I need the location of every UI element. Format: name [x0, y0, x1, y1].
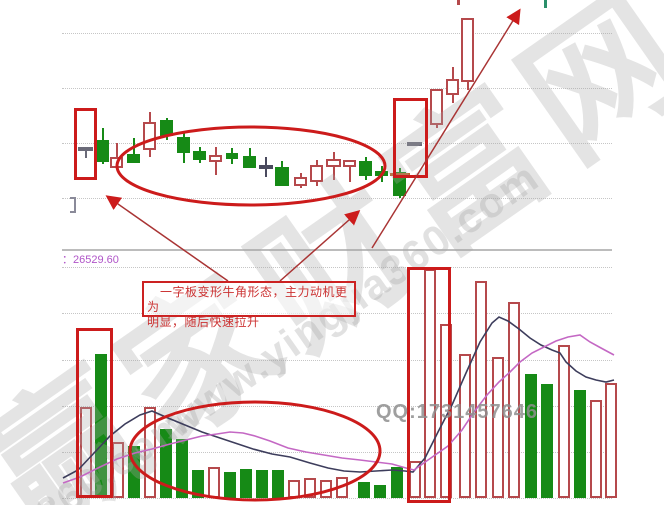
volume-bar	[288, 480, 300, 498]
volume-bar	[525, 374, 537, 498]
gridline	[62, 33, 612, 34]
candle-body	[243, 156, 256, 168]
volume-bar	[541, 384, 553, 498]
stock-chart-image: 赢家财富网 www.yingjia360.com www.yingjia360.…	[0, 0, 664, 505]
candle-body	[461, 18, 474, 82]
gridline	[62, 360, 612, 361]
volume-bar	[558, 345, 570, 498]
candle-body	[275, 167, 289, 186]
candle-body	[310, 165, 323, 182]
annotation-callout-box: 一字板变形牛角形态，主力动机更为 明显，随后快速拉升	[142, 281, 356, 317]
volume-bar	[208, 467, 220, 498]
highlight-rect	[76, 328, 113, 498]
candle-body	[430, 89, 443, 125]
panel-separator-line	[62, 249, 612, 251]
volume-bar	[605, 383, 617, 498]
volume-bar	[128, 446, 140, 498]
candle-body	[193, 151, 206, 160]
volume-bar	[459, 354, 471, 498]
volume-bar	[320, 480, 332, 498]
volume-bar	[176, 439, 188, 498]
highlight-rect	[74, 108, 97, 180]
gridline	[62, 88, 612, 89]
chart-mark	[457, 0, 460, 5]
volume-bar	[336, 477, 348, 498]
gridline	[62, 498, 612, 499]
candle-body	[96, 140, 109, 162]
volume-bar	[160, 429, 172, 498]
candle-body	[226, 153, 238, 159]
gridline	[62, 267, 612, 268]
volume-value-label: ：26529.60	[62, 251, 119, 267]
chart-mark	[544, 0, 547, 8]
highlight-rect	[393, 98, 428, 178]
candle-body	[127, 154, 140, 163]
volume-bar	[272, 470, 284, 498]
candle-body	[143, 122, 156, 150]
gridline	[62, 198, 612, 199]
volume-bar	[112, 442, 124, 498]
candle-body	[326, 159, 341, 167]
volume-bar	[144, 407, 156, 498]
candle-body	[177, 137, 190, 153]
volume-bar	[508, 302, 520, 498]
volume-bar	[304, 478, 316, 498]
candle-body	[343, 160, 356, 167]
volume-bar	[240, 469, 252, 498]
annotation-arrow	[280, 212, 358, 281]
volume-bar	[391, 467, 403, 498]
volume-bar	[256, 470, 268, 498]
volume-bar	[224, 472, 236, 498]
candle-body	[110, 157, 123, 168]
annotation-arrow	[108, 197, 228, 281]
volume-bar	[492, 357, 504, 498]
axis-bracket-mark	[70, 197, 76, 213]
candle-body	[259, 165, 273, 169]
candle-body	[375, 171, 388, 176]
volume-bar	[475, 281, 487, 498]
candle-body	[209, 155, 222, 162]
volume-bar	[192, 470, 204, 498]
candle-body	[160, 120, 173, 136]
annotation-line-2: 明显，随后快速拉升	[147, 315, 351, 330]
volume-bar	[590, 400, 602, 498]
annotation-line-1: 一字板变形牛角形态，主力动机更为	[147, 285, 351, 315]
volume-bar	[374, 485, 386, 498]
highlight-rect	[407, 267, 451, 503]
volume-bar	[574, 390, 586, 498]
candle-body	[446, 79, 459, 95]
candle-body	[294, 177, 307, 186]
volume-bar	[358, 482, 370, 498]
qq-contact-watermark: QQ:1731457646	[376, 401, 538, 424]
candle-body	[359, 161, 372, 176]
